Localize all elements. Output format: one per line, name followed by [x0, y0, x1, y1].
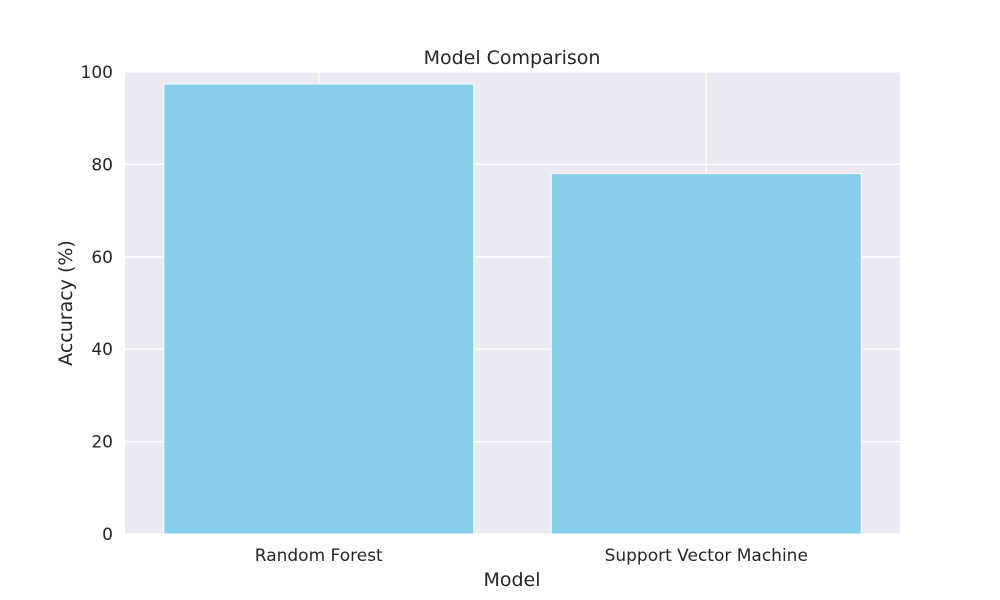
x-axis-ticks: Random Forest Support Vector Machine — [255, 546, 808, 566]
y-tick-label: 100 — [81, 63, 113, 83]
y-tick-label: 20 — [91, 433, 113, 453]
chart-title: Model Comparison — [424, 47, 601, 69]
bar-support-vector-machine — [550, 173, 862, 535]
y-axis-ticks: 0 20 40 60 80 100 — [81, 63, 113, 545]
bars — [163, 83, 862, 535]
bar-random-forest — [163, 83, 475, 535]
y-tick-label: 80 — [91, 155, 113, 175]
y-axis-label: Accuracy (%) — [55, 240, 77, 366]
x-axis-label: Model — [483, 569, 540, 591]
y-tick-label: 40 — [91, 340, 113, 360]
x-tick-label: Support Vector Machine — [605, 546, 808, 566]
x-tick-label: Random Forest — [255, 546, 383, 566]
y-tick-label: 0 — [102, 525, 113, 545]
y-tick-label: 60 — [91, 248, 113, 268]
